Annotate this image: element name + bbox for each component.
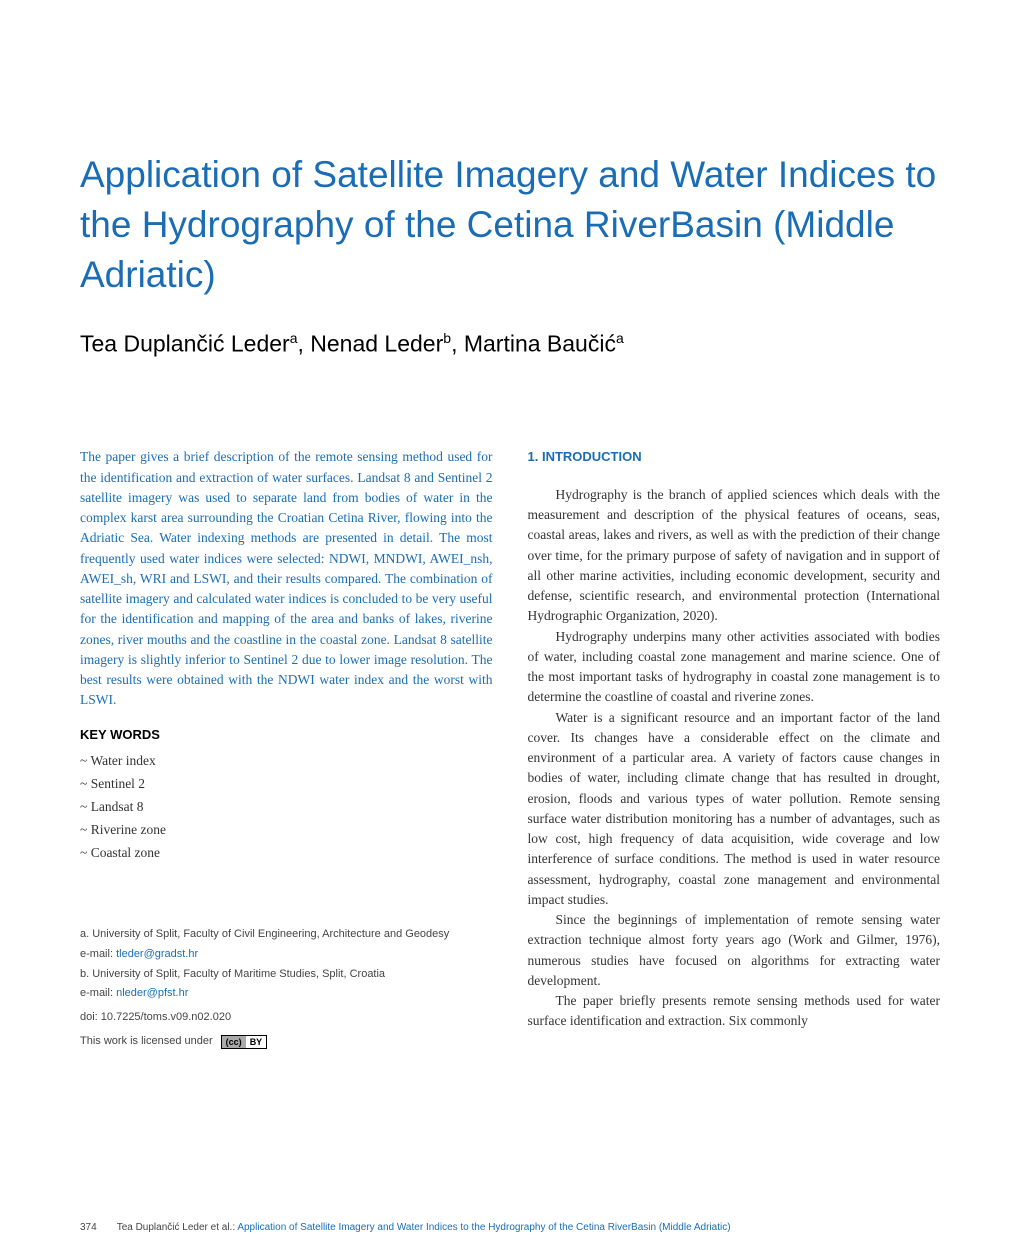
keyword-item: Coastal zone	[80, 842, 493, 865]
email-link-a[interactable]: tleder@gradst.hr	[116, 948, 198, 960]
keyword-item: Riverine zone	[80, 819, 493, 842]
footer-citation: Tea Duplančić Leder et al.: Application …	[117, 1222, 731, 1233]
keyword-item: Water index	[80, 750, 493, 773]
authors-line: Tea Duplančić Ledera, Nenad Lederb, Mart…	[80, 330, 940, 358]
intro-paragraph: Water is a significant resource and an i…	[528, 708, 941, 911]
affiliation-b-email: e-mail: nleder@pfst.hr	[80, 984, 493, 1004]
footer-citation-author: Tea Duplančić Leder et al.:	[117, 1222, 238, 1233]
license-line: This work is licensed under (cc) BY	[80, 1032, 493, 1052]
cc-badge-left: (cc)	[222, 1036, 246, 1048]
affiliation-a: a. University of Split, Faculty of Civil…	[80, 925, 493, 945]
license-label: This work is licensed under	[80, 1032, 213, 1052]
footer-citation-title: Application of Satellite Imagery and Wat…	[237, 1222, 730, 1233]
page-footer: 374 Tea Duplančić Leder et al.: Applicat…	[80, 1222, 940, 1233]
affiliation-a-email: e-mail: tleder@gradst.hr	[80, 945, 493, 965]
email-label: e-mail:	[80, 987, 113, 999]
keyword-item: Sentinel 2	[80, 773, 493, 796]
keyword-item: Landsat 8	[80, 796, 493, 819]
keywords-heading: KEY WORDS	[80, 725, 493, 745]
email-label: e-mail:	[80, 948, 113, 960]
page-number: 374	[80, 1222, 97, 1233]
cc-by-badge-icon: (cc) BY	[221, 1035, 268, 1049]
content-columns: The paper gives a brief description of t…	[80, 447, 940, 1051]
left-column: The paper gives a brief description of t…	[80, 447, 493, 1051]
affiliations-block: a. University of Split, Faculty of Civil…	[80, 925, 493, 1052]
right-column: 1. INTRODUCTION Hydrography is the branc…	[528, 447, 941, 1051]
intro-paragraph: The paper briefly presents remote sensin…	[528, 991, 941, 1032]
email-link-b[interactable]: nleder@pfst.hr	[116, 987, 188, 999]
intro-paragraph: Hydrography is the branch of applied sci…	[528, 485, 941, 627]
affiliation-b: b. University of Split, Faculty of Marit…	[80, 965, 493, 985]
abstract-text: The paper gives a brief description of t…	[80, 447, 493, 710]
doi-line: doi: 10.7225/toms.v09.n02.020	[80, 1008, 493, 1028]
intro-paragraph: Hydrography underpins many other activit…	[528, 627, 941, 708]
intro-paragraph: Since the beginnings of implementation o…	[528, 910, 941, 991]
section-heading-intro: 1. INTRODUCTION	[528, 447, 941, 467]
paper-title: Application of Satellite Imagery and Wat…	[80, 150, 940, 300]
cc-badge-right: BY	[246, 1036, 267, 1048]
keywords-list: Water index Sentinel 2 Landsat 8 Riverin…	[80, 750, 493, 865]
